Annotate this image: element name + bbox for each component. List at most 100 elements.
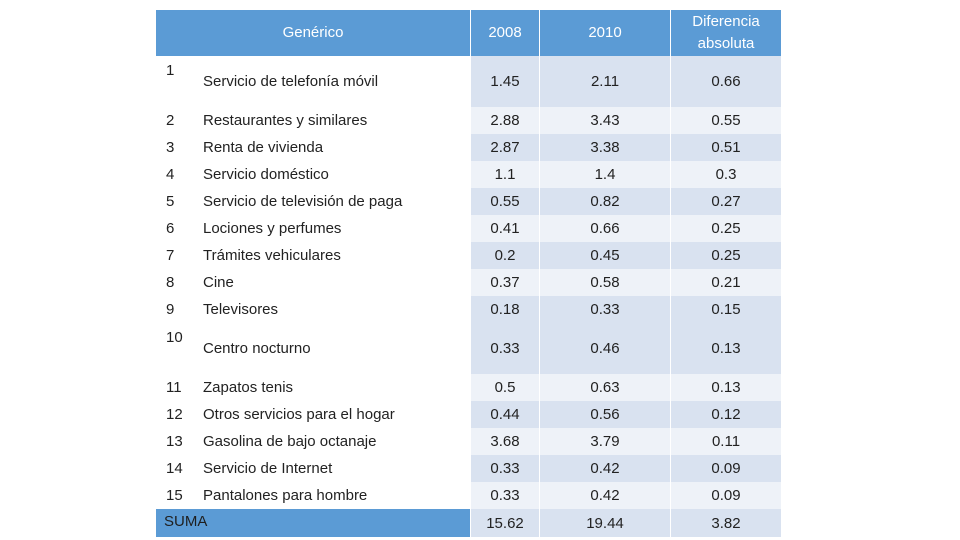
- row-2008-text: 0.33: [490, 460, 520, 477]
- row-2008: 0.5: [471, 374, 539, 401]
- header-2008-label: 2008: [488, 24, 522, 41]
- row-diff: 0.66: [671, 56, 781, 107]
- row-name-text: Gasolina de bajo octanaje: [203, 433, 377, 450]
- row-2008-text: 0.33: [490, 487, 520, 504]
- row-number: 2: [156, 107, 201, 134]
- row-2008-text: 0.37: [490, 274, 520, 291]
- row-diff-text: 0.27: [711, 193, 741, 210]
- row-2008: 0.41: [471, 215, 539, 242]
- header-generico-label: Genérico: [282, 24, 344, 41]
- row-name-text: Renta de vivienda: [203, 139, 324, 156]
- row-number-text: 2: [166, 112, 175, 129]
- row-2010: 3.79: [540, 428, 670, 455]
- row-name-text: Servicio de Internet: [203, 460, 333, 477]
- row-name: Servicio de telefonía móvil: [201, 56, 470, 107]
- row-name: Servicio de televisión de paga: [201, 188, 470, 215]
- row-number-text: 3: [166, 139, 175, 156]
- row-number: 5: [156, 188, 201, 215]
- row-2008-text: 0.18: [490, 301, 520, 318]
- row-2008-text: 2.87: [490, 139, 520, 156]
- row-diff: 0.51: [671, 134, 781, 161]
- row-number-text: 14: [166, 460, 183, 477]
- total-2010: 19.44: [540, 509, 670, 537]
- row-diff: 0.09: [671, 482, 781, 509]
- row-2008-text: 0.41: [490, 220, 520, 237]
- row-2008-text: 0.55: [490, 193, 520, 210]
- row-name: Centro nocturno: [201, 323, 470, 374]
- data-table: 1 Servicio de telefonía móvil 1.45 2.11 0.66…: [156, 56, 781, 509]
- row-2008-text: 0.33: [490, 340, 520, 357]
- header-2008: 2008: [471, 10, 539, 56]
- row-diff: 0.21: [671, 269, 781, 296]
- table-row: 11 Zapatos tenis 0.5 0.63 0.13: [156, 374, 781, 401]
- table-row: 6 Lociones y perfumes 0.41 0.66 0.25: [156, 215, 781, 242]
- table-row: 5 Servicio de televisión de paga 0.55 0.82 0…: [156, 188, 781, 215]
- row-number: 1: [156, 56, 201, 107]
- row-diff: 0.11: [671, 428, 781, 455]
- row-diff-text: 0.55: [711, 112, 741, 129]
- row-number: 7: [156, 242, 201, 269]
- row-name: Otros servicios para el hogar: [201, 401, 470, 428]
- row-name-text: Trámites vehiculares: [203, 247, 341, 264]
- total-2010-value: 19.44: [586, 514, 624, 532]
- row-2010-text: 1.4: [594, 166, 616, 183]
- header-2010-label: 2010: [588, 24, 622, 41]
- row-2010: 0.46: [540, 323, 670, 374]
- row-number: 13: [156, 428, 201, 455]
- row-name-text: Restaurantes y similares: [203, 112, 368, 129]
- row-diff: 0.25: [671, 242, 781, 269]
- row-2010-text: 0.63: [590, 379, 620, 396]
- table-row: 2 Restaurantes y similares 2.88 3.43 0.55: [156, 107, 781, 134]
- total-diff: 3.82: [671, 509, 781, 537]
- row-name-text: Servicio de telefonía móvil: [203, 73, 379, 90]
- row-2010-text: 0.82: [590, 193, 620, 210]
- row-2010-text: 3.79: [590, 433, 620, 450]
- row-2010: 1.4: [540, 161, 670, 188]
- header-diferencia-label: Diferencia absoluta: [692, 11, 760, 55]
- row-diff-text: 0.09: [711, 487, 741, 504]
- row-number: 14: [156, 455, 201, 482]
- row-2008-text: 1.1: [494, 166, 516, 183]
- row-2008: 2.87: [471, 134, 539, 161]
- row-name: Zapatos tenis: [201, 374, 470, 401]
- row-2008: 0.18: [471, 296, 539, 323]
- row-name: Lociones y perfumes: [201, 215, 470, 242]
- row-2010-text: 0.56: [590, 406, 620, 423]
- row-number: 4: [156, 161, 201, 188]
- row-2010: 0.33: [540, 296, 670, 323]
- row-2010-text: 0.66: [590, 220, 620, 237]
- table-row: 12 Otros servicios para el hogar 0.44 0.56 0…: [156, 401, 781, 428]
- row-2008: 0.33: [471, 482, 539, 509]
- row-name-text: Zapatos tenis: [203, 379, 294, 396]
- row-number-text: 4: [166, 166, 175, 183]
- row-2010: 0.56: [540, 401, 670, 428]
- row-2010-text: 0.42: [590, 487, 620, 504]
- total-2008-value: 15.62: [486, 514, 524, 532]
- row-2010: 2.11: [540, 56, 670, 107]
- row-2008: 1.1: [471, 161, 539, 188]
- row-2010-text: 0.45: [590, 247, 620, 264]
- row-diff-text: 0.3: [715, 166, 737, 183]
- row-2010: 0.42: [540, 482, 670, 509]
- row-diff: 0.12: [671, 401, 781, 428]
- row-name: Gasolina de bajo octanaje: [201, 428, 470, 455]
- row-number-text: 12: [166, 406, 183, 423]
- row-diff: 0.27: [671, 188, 781, 215]
- table-row: 7 Trámites vehiculares 0.2 0.45 0.25: [156, 242, 781, 269]
- row-name-text: Servicio doméstico: [203, 166, 329, 183]
- row-2008: 0.33: [471, 455, 539, 482]
- row-2008: 3.68: [471, 428, 539, 455]
- row-diff-text: 0.15: [711, 301, 741, 318]
- row-diff-text: 0.13: [711, 340, 741, 357]
- row-name: Servicio de Internet: [201, 455, 470, 482]
- row-name: Pantalones para hombre: [201, 482, 470, 509]
- row-2008-text: 3.68: [490, 433, 520, 450]
- row-diff: 0.09: [671, 455, 781, 482]
- row-2008: 0.2: [471, 242, 539, 269]
- row-number-text: 11: [166, 379, 182, 396]
- row-2010: 0.45: [540, 242, 670, 269]
- header-generico: Genérico: [156, 10, 470, 56]
- table-row: 14 Servicio de Internet 0.33 0.42 0.09: [156, 455, 781, 482]
- row-2008: 0.33: [471, 323, 539, 374]
- table-row: 4 Servicio doméstico 1.1 1.4 0.3: [156, 161, 781, 188]
